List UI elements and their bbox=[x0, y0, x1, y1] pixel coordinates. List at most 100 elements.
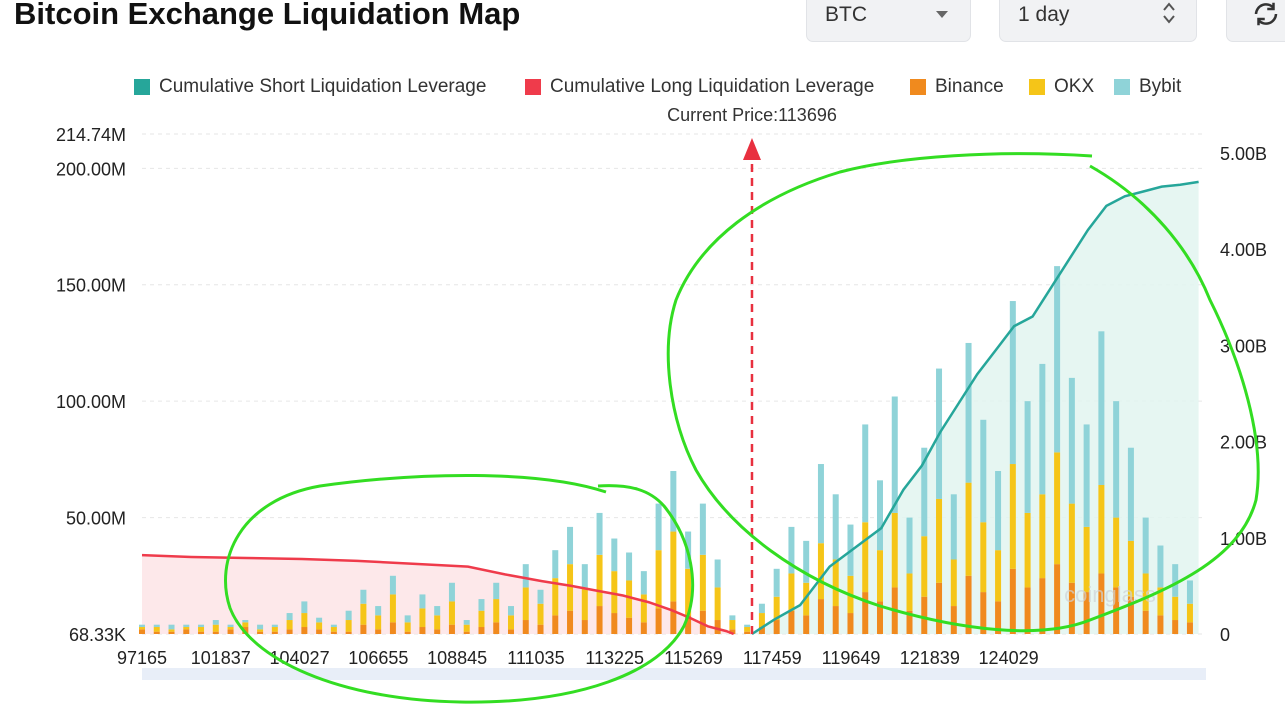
bar-binance bbox=[847, 613, 854, 634]
bar-okx bbox=[183, 627, 190, 630]
bar-bybit bbox=[212, 620, 219, 625]
legend-item-okx[interactable]: OKX bbox=[1029, 76, 1094, 98]
bar-binance bbox=[1068, 582, 1075, 634]
bar-okx bbox=[198, 627, 205, 632]
bar-bybit bbox=[995, 471, 1002, 551]
bar-okx bbox=[360, 603, 367, 625]
bar-bybit bbox=[921, 447, 928, 537]
bar-binance bbox=[463, 631, 470, 634]
bar-okx bbox=[1054, 452, 1061, 565]
bar-bybit bbox=[286, 613, 293, 621]
bar-binance bbox=[183, 629, 190, 634]
bar-okx bbox=[596, 554, 603, 607]
y-right-tick-label: 5.00B bbox=[1220, 144, 1267, 164]
period-select[interactable]: 1 day bbox=[999, 0, 1197, 42]
bar-okx bbox=[670, 531, 677, 602]
bar-binance bbox=[419, 627, 426, 634]
bar-bybit bbox=[493, 582, 500, 600]
bar-binance bbox=[1172, 620, 1179, 634]
bar-binance bbox=[965, 575, 972, 634]
legend-swatch bbox=[134, 79, 150, 95]
bar-binance bbox=[198, 631, 205, 634]
x-tick-label: 124029 bbox=[979, 648, 1039, 668]
bar-binance bbox=[803, 615, 810, 634]
bar-binance bbox=[596, 606, 603, 634]
bar-okx bbox=[404, 622, 411, 632]
bar-okx bbox=[537, 603, 544, 625]
bar-okx bbox=[729, 620, 736, 630]
legend-item-bybit[interactable]: Bybit bbox=[1114, 76, 1181, 98]
bar-binance bbox=[1157, 615, 1164, 634]
bar-okx bbox=[242, 622, 249, 628]
bar-binance bbox=[980, 592, 987, 634]
bar-binance bbox=[493, 622, 500, 634]
bar-binance bbox=[139, 629, 145, 634]
bar-bybit bbox=[950, 494, 957, 560]
bar-binance bbox=[360, 624, 367, 634]
bar-binance bbox=[286, 629, 293, 634]
zoom-slider-track bbox=[142, 668, 1206, 680]
coin-select[interactable]: BTC bbox=[806, 0, 971, 42]
bar-bybit bbox=[375, 606, 382, 616]
legend-item-short[interactable]: Cumulative Short Liquidation Leverage bbox=[134, 76, 486, 98]
bar-okx bbox=[375, 615, 382, 630]
bar-binance bbox=[168, 631, 175, 634]
bar-okx bbox=[139, 627, 145, 630]
y-left-tick-label: 214.74M bbox=[56, 125, 126, 145]
legend-swatch bbox=[910, 79, 926, 95]
bar-bybit bbox=[758, 603, 765, 614]
bar-okx bbox=[1009, 464, 1016, 569]
bar-okx bbox=[936, 498, 943, 583]
bar-binance bbox=[581, 620, 588, 634]
bar-okx bbox=[773, 596, 780, 621]
bar-okx bbox=[1068, 503, 1075, 583]
bar-bybit bbox=[537, 589, 544, 604]
bar-bybit bbox=[1172, 564, 1179, 597]
y-right-tick-label: 2.00B bbox=[1220, 433, 1267, 453]
bar-bybit bbox=[198, 624, 205, 628]
legend-item-binance[interactable]: Binance bbox=[910, 76, 1004, 98]
bar-okx bbox=[330, 627, 337, 632]
legend-item-long[interactable]: Cumulative Long Liquidation Leverage bbox=[525, 76, 874, 98]
x-tick-label: 106655 bbox=[348, 648, 408, 668]
bar-bybit bbox=[183, 624, 190, 628]
bar-okx bbox=[1113, 517, 1120, 588]
bar-bybit bbox=[788, 526, 795, 574]
bar-binance bbox=[552, 615, 559, 634]
watermark-coinglass: coinglass bbox=[1064, 582, 1156, 607]
bar-okx bbox=[271, 627, 278, 632]
bar-binance bbox=[936, 582, 943, 634]
bar-binance bbox=[448, 624, 455, 634]
bar-binance bbox=[227, 629, 234, 634]
bar-binance bbox=[434, 629, 441, 634]
bar-bybit bbox=[463, 620, 470, 625]
bar-bybit bbox=[1186, 580, 1193, 604]
chevron-down-icon bbox=[936, 11, 948, 18]
bar-binance bbox=[655, 608, 662, 634]
bar-bybit bbox=[581, 564, 588, 588]
bar-bybit bbox=[596, 512, 603, 555]
bar-binance bbox=[1098, 573, 1105, 634]
y-left-tick-label: 200.00M bbox=[56, 159, 126, 179]
bar-okx bbox=[699, 554, 706, 611]
bar-okx bbox=[714, 587, 721, 621]
refresh-button[interactable] bbox=[1226, 0, 1285, 42]
bar-okx bbox=[980, 522, 987, 593]
bar-binance bbox=[611, 613, 618, 634]
bar-binance bbox=[153, 631, 160, 634]
bar-okx bbox=[507, 615, 514, 630]
bar-binance bbox=[1039, 578, 1046, 634]
bar-binance bbox=[817, 599, 824, 634]
bar-bybit bbox=[817, 464, 824, 544]
bar-binance bbox=[301, 627, 308, 634]
bar-binance bbox=[478, 627, 485, 634]
coin-select-value: BTC bbox=[825, 3, 867, 26]
bar-bybit bbox=[1054, 266, 1061, 453]
bar-bybit bbox=[478, 599, 485, 611]
bar-okx bbox=[626, 580, 633, 618]
bar-okx bbox=[581, 587, 588, 621]
bar-bybit bbox=[567, 526, 574, 565]
bar-binance bbox=[389, 622, 396, 634]
y-left-tick-label: 100.00M bbox=[56, 392, 126, 412]
